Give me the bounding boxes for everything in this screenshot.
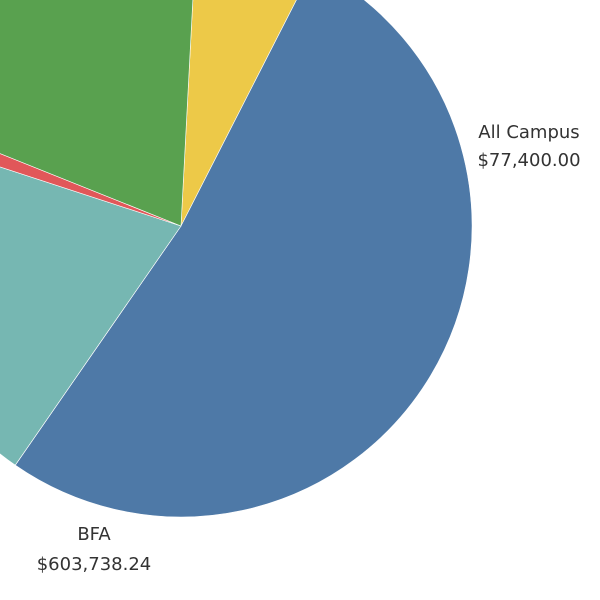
pie-slice-unlabeled-5[interactable] bbox=[0, 0, 196, 227]
bfa-value-label: $603,738.24 bbox=[37, 554, 152, 575]
pie-slice-bfa[interactable] bbox=[14, 0, 473, 518]
all-campus-value-label: $77,400.00 bbox=[477, 150, 580, 171]
pie-labels: All Campus $77,400.00 BFA $603,738.24 bbox=[37, 122, 581, 575]
pie-slice-unlabeled-3[interactable] bbox=[0, 136, 182, 466]
all-campus-label: All Campus bbox=[478, 122, 579, 143]
pie-slices bbox=[0, 0, 473, 518]
bfa-label: BFA bbox=[77, 524, 111, 545]
